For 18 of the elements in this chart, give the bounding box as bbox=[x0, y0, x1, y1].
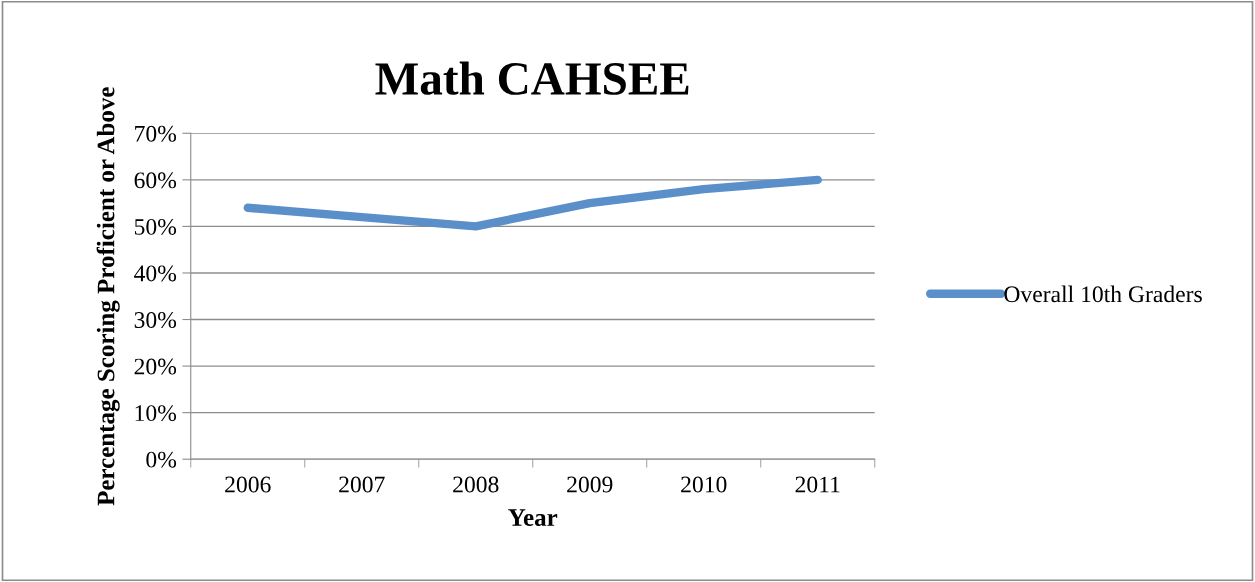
y-tick-label: 60% bbox=[134, 172, 177, 189]
y-axis-title: Percentage Scoring Proficient or Above bbox=[96, 87, 120, 506]
y-tick-label: 0% bbox=[146, 451, 177, 468]
y-tick-label: 30% bbox=[134, 312, 177, 329]
y-tick-label: 50% bbox=[134, 218, 177, 235]
x-tick-label: 2006 bbox=[225, 476, 271, 493]
x-tick-label: 2008 bbox=[453, 476, 499, 493]
y-tick-label: 70% bbox=[135, 125, 177, 142]
x-tick-label: 2010 bbox=[681, 476, 727, 493]
x-tick-label: 2007 bbox=[339, 476, 385, 493]
y-tick-label: 40% bbox=[134, 265, 177, 282]
chart-title: Math CAHSEE bbox=[375, 61, 689, 95]
x-tick-label: 2011 bbox=[795, 476, 840, 493]
x-tick-label: 2009 bbox=[567, 476, 613, 493]
legend-label: Overall 10th Graders bbox=[1004, 285, 1202, 303]
x-axis-title: Year bbox=[508, 509, 558, 526]
y-tick-label: 20% bbox=[134, 358, 177, 375]
y-tick-label: 10% bbox=[135, 405, 177, 422]
